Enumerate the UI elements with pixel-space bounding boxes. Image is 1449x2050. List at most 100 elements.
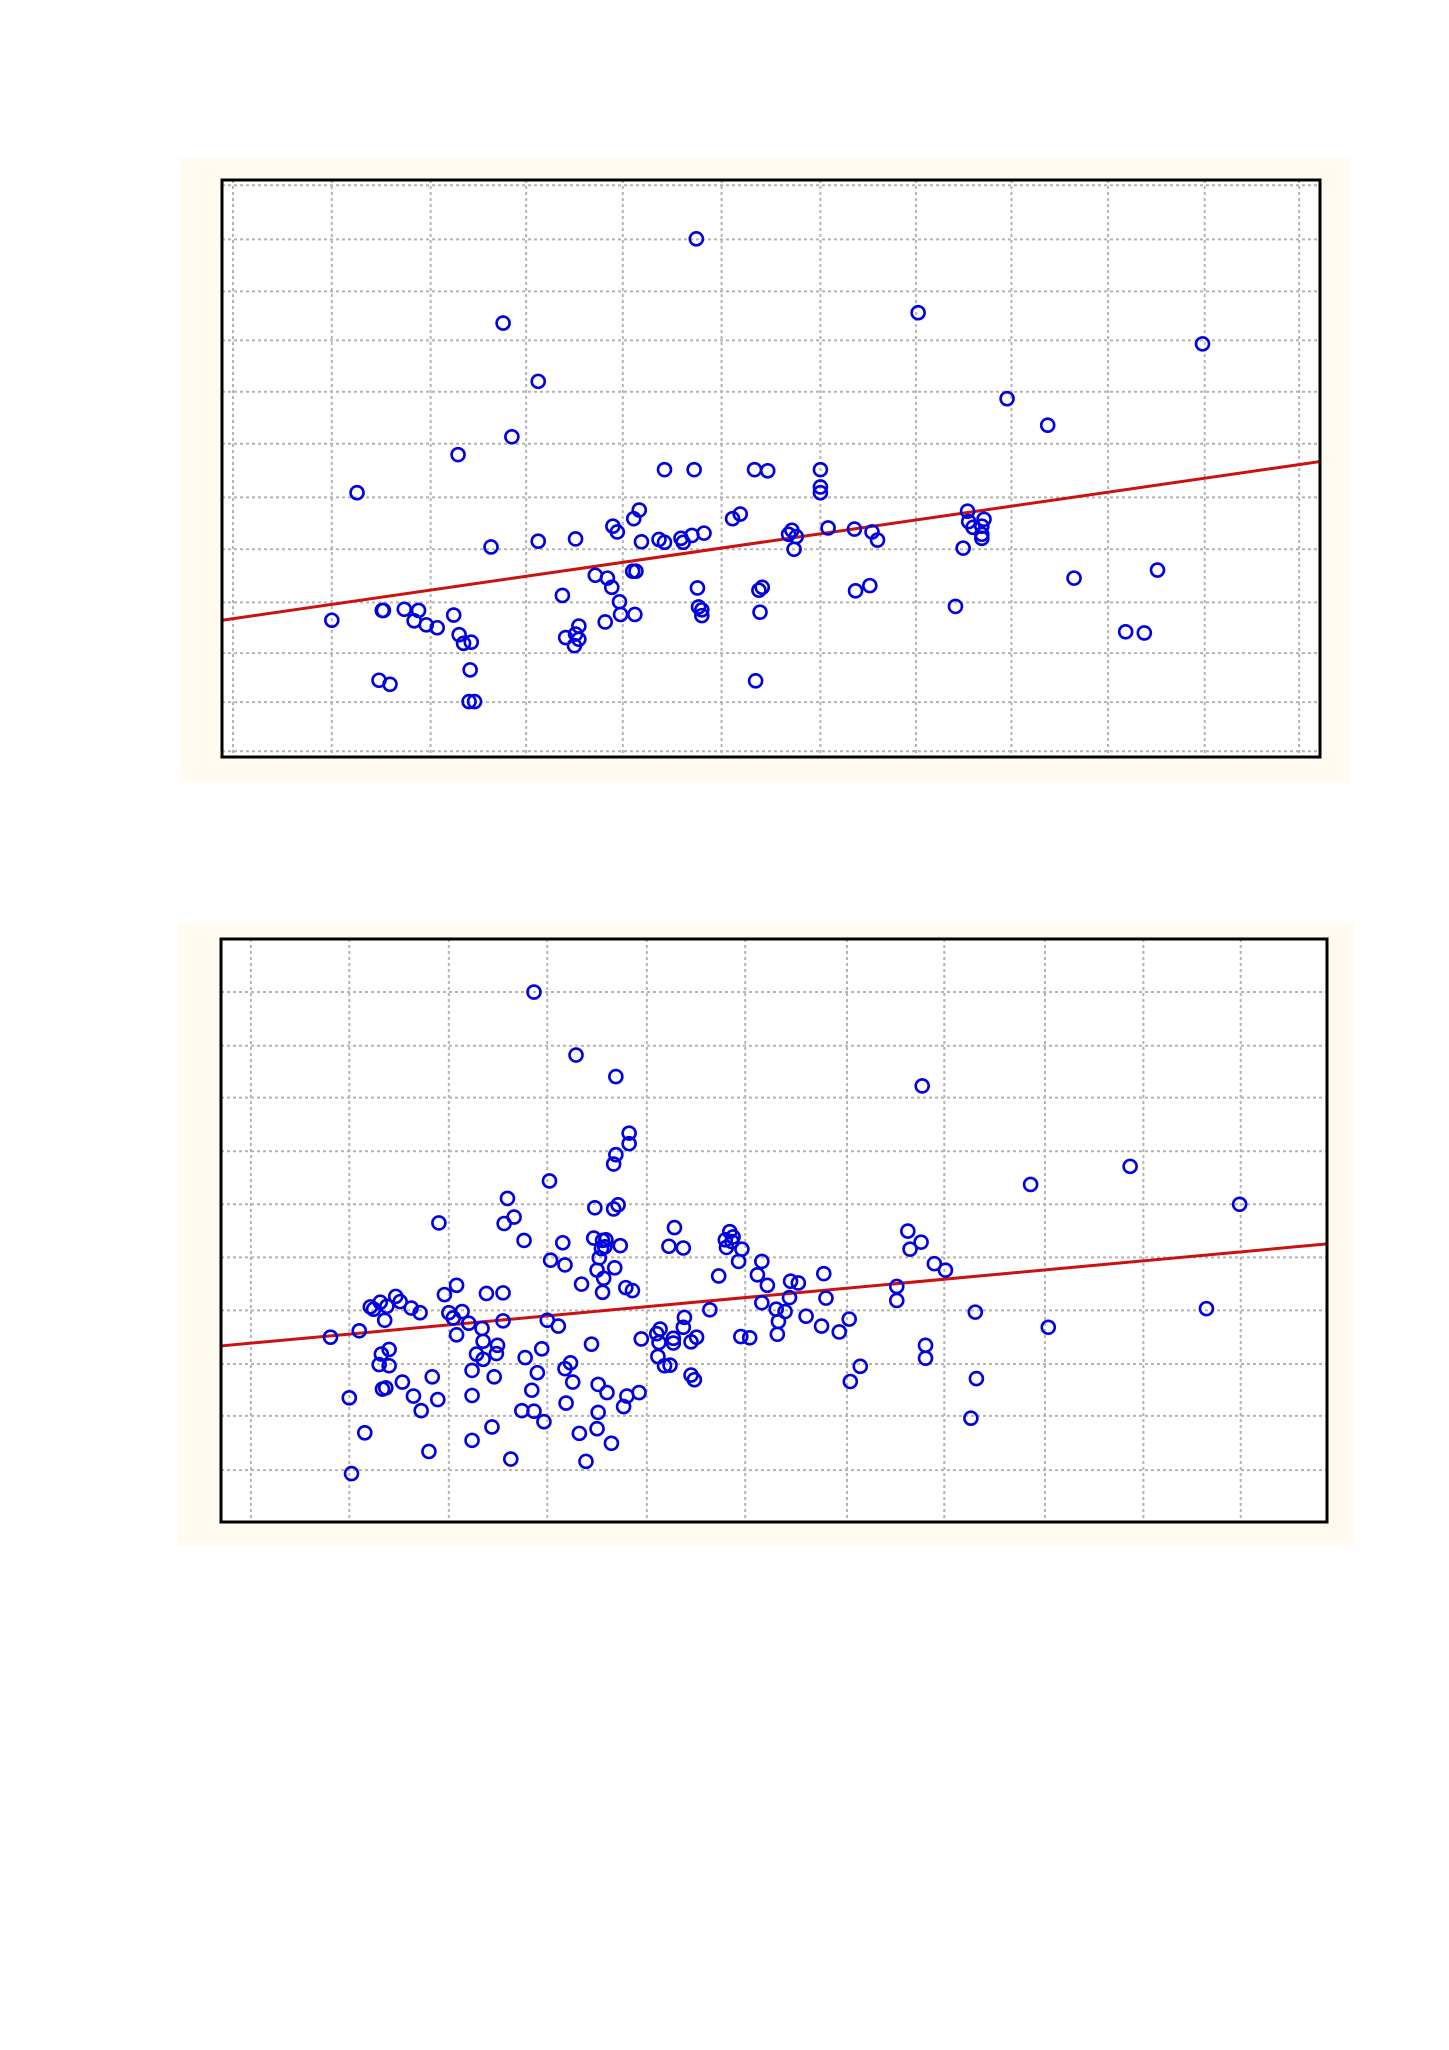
- data-point: [516, 1232, 532, 1249]
- data-point: [769, 1326, 786, 1343]
- data-point: [749, 1267, 766, 1283]
- data-point: [504, 428, 520, 445]
- data-point: [587, 567, 604, 584]
- data-point: [1117, 623, 1134, 640]
- data-point: [781, 1289, 798, 1306]
- data-point: [448, 1277, 465, 1294]
- data-point: [651, 531, 667, 548]
- data-point: [1122, 1158, 1138, 1175]
- data-point: [910, 304, 926, 321]
- data-point: [1066, 570, 1082, 586]
- data-point: [777, 1303, 793, 1320]
- data-point: [463, 634, 480, 650]
- data-point: [495, 1285, 511, 1301]
- data-point: [605, 1156, 622, 1172]
- data-point: [665, 1330, 682, 1347]
- data-point: [468, 1346, 485, 1362]
- data-point: [869, 532, 886, 548]
- data-point: [914, 1078, 931, 1094]
- data-point: [694, 607, 710, 624]
- data-point: [694, 602, 710, 618]
- grid: [221, 939, 1327, 1522]
- data-point: [324, 612, 340, 629]
- data-point: [441, 1304, 457, 1321]
- data-point: [403, 1300, 420, 1316]
- data-point: [780, 526, 797, 543]
- data-point: [976, 511, 992, 528]
- data-point: [624, 563, 641, 580]
- data-point: [597, 614, 614, 630]
- data-point: [571, 1425, 588, 1442]
- data-point: [917, 1337, 934, 1354]
- data-point: [462, 662, 478, 678]
- data-point: [683, 1367, 699, 1383]
- data-point: [974, 530, 990, 547]
- data-point: [483, 539, 499, 555]
- data-point: [1198, 1300, 1215, 1317]
- data-point: [730, 1253, 747, 1270]
- data-point: [484, 1419, 500, 1435]
- data-point: [566, 637, 583, 654]
- data-point: [786, 541, 802, 558]
- data-point: [959, 503, 976, 519]
- data-point: [782, 1273, 799, 1290]
- data-point: [455, 635, 472, 652]
- data-point: [517, 1349, 533, 1366]
- data-point: [967, 1304, 984, 1320]
- data-point: [717, 1232, 734, 1248]
- data-point: [955, 540, 971, 556]
- data-point: [612, 1237, 629, 1254]
- data-point: [1039, 417, 1056, 434]
- data-point: [502, 1451, 519, 1467]
- data-point: [888, 1278, 905, 1295]
- data-point: [621, 1135, 637, 1152]
- data-point: [846, 521, 863, 537]
- data-point: [606, 1260, 623, 1276]
- data-point: [621, 1125, 637, 1141]
- data-point: [499, 1190, 516, 1207]
- data-point: [666, 1219, 683, 1236]
- data-point: [450, 446, 466, 463]
- data-point: [1022, 1176, 1039, 1193]
- data-point: [754, 1253, 770, 1270]
- data-point: [486, 1369, 502, 1385]
- data-point: [451, 626, 467, 643]
- data-point: [351, 1322, 368, 1339]
- data-point: [464, 1362, 480, 1379]
- data-point: [612, 606, 629, 623]
- data-point: [421, 1443, 437, 1460]
- data-point: [564, 1374, 581, 1390]
- data-point: [466, 693, 483, 710]
- data-point: [624, 1282, 641, 1299]
- data-point: [536, 1413, 552, 1430]
- data-point: [474, 1320, 490, 1337]
- data-point: [813, 1318, 830, 1334]
- data-point: [812, 461, 829, 478]
- data-point: [567, 531, 584, 547]
- data-point: [489, 1337, 506, 1354]
- data-point: [633, 533, 650, 550]
- plot-frame: [220, 178, 1322, 759]
- data-point: [610, 1197, 626, 1213]
- data-point: [675, 534, 691, 551]
- data-point: [578, 1453, 594, 1470]
- data-point: [968, 1370, 985, 1387]
- data-point: [382, 676, 398, 693]
- data-point: [690, 599, 707, 615]
- data-point: [598, 1232, 614, 1248]
- data-point: [751, 582, 767, 599]
- data-point: [495, 1313, 511, 1329]
- data-point: [852, 1358, 869, 1375]
- data-point: [568, 1047, 584, 1063]
- data-point: [478, 1285, 495, 1302]
- data-point: [689, 580, 706, 596]
- data-point: [460, 1315, 477, 1331]
- data-point: [405, 1388, 422, 1404]
- data-point: [752, 604, 768, 620]
- data-point: [341, 1390, 358, 1406]
- data-point: [387, 1288, 404, 1305]
- data-point: [496, 1215, 512, 1232]
- data-point: [815, 1265, 832, 1282]
- data-point: [573, 1276, 590, 1292]
- plot-area: [221, 939, 1327, 1522]
